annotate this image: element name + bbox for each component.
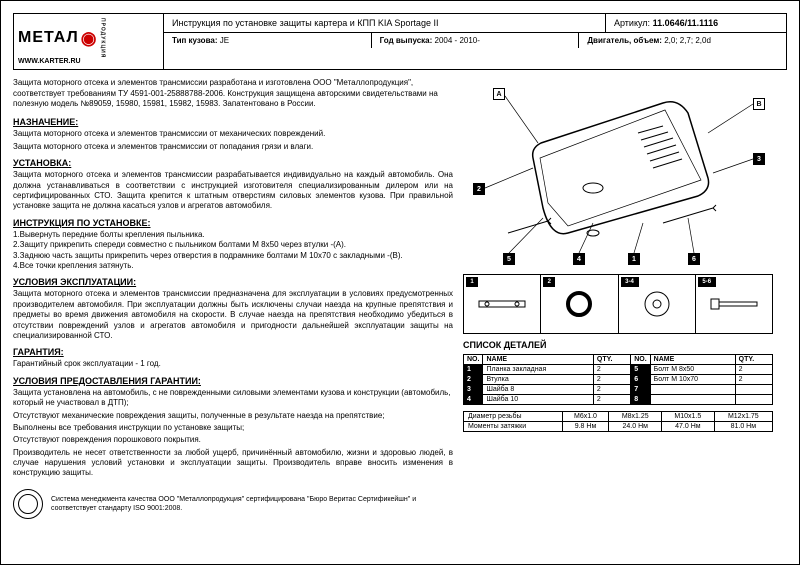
callout-2: 2 [473,183,485,195]
step-4: 4.Все точки крепления затянуть. [13,261,453,271]
purpose-1: Защита моторного отсека и элементов тран… [13,129,453,139]
part-num-2: 2 [543,277,555,287]
header-right: Инструкция по установке защиты картера и… [164,14,786,69]
callout-4: 4 [573,253,585,265]
logo-cell: МЕТАЛ ◉ ПРОДУКЦИЯ WWW.KARTER.RU [14,14,164,69]
logo-icon: ◉ [81,28,98,49]
table-header-row: NO.NAMEQTY. NO.NAMEQTY. [464,355,773,365]
step-3: 3.Заднюю часть защиты прикрепить через о… [13,251,453,261]
purpose-2: Защита моторного отсека и элементов тран… [13,142,453,152]
instructions-heading: ИНСТРУКЦИЯ ПО УСТАНОВКЕ: [13,218,453,228]
intro: Защита моторного отсека и элементов тран… [13,78,453,109]
diagram: A 2 B 3 5 4 1 6 [463,78,773,268]
logo-vert: ПРОДУКЦИЯ [99,18,105,58]
logo-url: WWW.KARTER.RU [18,58,159,65]
body-type: Тип кузова: JE [164,33,372,48]
year: Год выпуска: 2004 - 2010- [372,33,580,48]
wc5: Производитель не несет ответственности з… [13,448,453,479]
wc1: Защита установлена на автомобиль, с не п… [13,388,453,409]
callout-6: 6 [688,253,700,265]
table-row: 4Шайба 1028 [464,395,773,405]
callout-5: 5 [503,253,515,265]
parts-title: СПИСОК ДЕТАЛЕЙ [463,340,773,350]
part-num-1: 1 [466,277,478,287]
footer-text: Система менеджмента качества ООО "Металл… [51,495,453,513]
usage-heading: УСЛОВИЯ ЭКСПЛУАТАЦИИ: [13,277,453,287]
parts-table: NO.NAMEQTY. NO.NAMEQTY. 1Планка закладна… [463,354,773,405]
logo: МЕТАЛ ◉ ПРОДУКЦИЯ [18,18,159,58]
torque-row-2: Моменты затяжки9.8 Нм24.0 Нм47.0 Нм81.0 … [464,422,773,432]
install-text: Защита моторного отсека и элементов тран… [13,170,453,212]
step-2: 2.Защиту прикрепить спереди совместно с … [13,240,453,250]
usage-text: Защита моторного отсека и элементов тран… [13,289,453,341]
skid-plate-icon [523,98,713,238]
table-row: 2Втулка26Болт М 10х702 [464,375,773,385]
header-table: МЕТАЛ ◉ ПРОДУКЦИЯ WWW.KARTER.RU Инструкц… [13,13,787,70]
warranty-heading: ГАРАНТИЯ: [13,347,453,357]
logo-text: МЕТАЛ [18,29,79,47]
footer: Система менеджмента качества ООО "Металл… [13,485,453,519]
parts-box: 1 2 3-4 5-6 [463,274,773,334]
warranty-text: Гарантийный срок эксплуатации - 1 год. [13,359,453,369]
article-label: Артикул: [614,18,650,28]
callout-a: A [493,88,505,100]
part-num-56: 5-6 [698,277,716,287]
purpose-heading: НАЗНАЧЕНИЕ: [13,117,453,127]
step-1: 1.Вывернуть передние болты крепления пыл… [13,230,453,240]
table-row: 3Шайба 827 [464,385,773,395]
callout-3: 3 [753,153,765,165]
install-heading: УСТАНОВКА: [13,158,453,168]
steps: 1.Вывернуть передние болты крепления пыл… [13,230,453,272]
article-value: 11.0646/11.1116 [653,18,719,28]
part-2: 2 [541,275,618,333]
part-56: 5-6 [696,275,772,333]
doc-title: Инструкция по установке защиты картера и… [164,14,606,32]
article-cell: Артикул: 11.0646/11.1116 [606,14,786,32]
torque-table: Диаметр резьбыМ6х1.0М8х1.25М10х1.5М12х1.… [463,411,773,432]
callout-b: B [753,98,765,110]
table-row: 1Планка закладная25Болт М 8х502 [464,365,773,375]
wc4: Отсутствуют повреждения порошкового покр… [13,435,453,445]
part-1: 1 [464,275,541,333]
torque-row-1: Диаметр резьбыМ6х1.0М8х1.25М10х1.5М12х1.… [464,412,773,422]
wc3: Выполнены все требования инструкции по у… [13,423,453,433]
engine: Двигатель, объем: 2,0; 2,7; 2,0d [579,33,786,48]
callout-1: 1 [628,253,640,265]
part-num-34: 3-4 [621,277,639,287]
part-34: 3-4 [619,275,696,333]
wc2: Отсутствуют механические повреждения защ… [13,411,453,421]
cert-icon [13,489,43,519]
page: МЕТАЛ ◉ ПРОДУКЦИЯ WWW.KARTER.RU Инструкц… [0,0,800,565]
content: Защита моторного отсека и элементов тран… [13,78,787,519]
text-column: Защита моторного отсека и элементов тран… [13,78,453,519]
diagram-column: A 2 B 3 5 4 1 6 [463,78,773,519]
wcond-heading: УСЛОВИЯ ПРЕДОСТАВЛЕНИЯ ГАРАНТИИ: [13,376,453,386]
